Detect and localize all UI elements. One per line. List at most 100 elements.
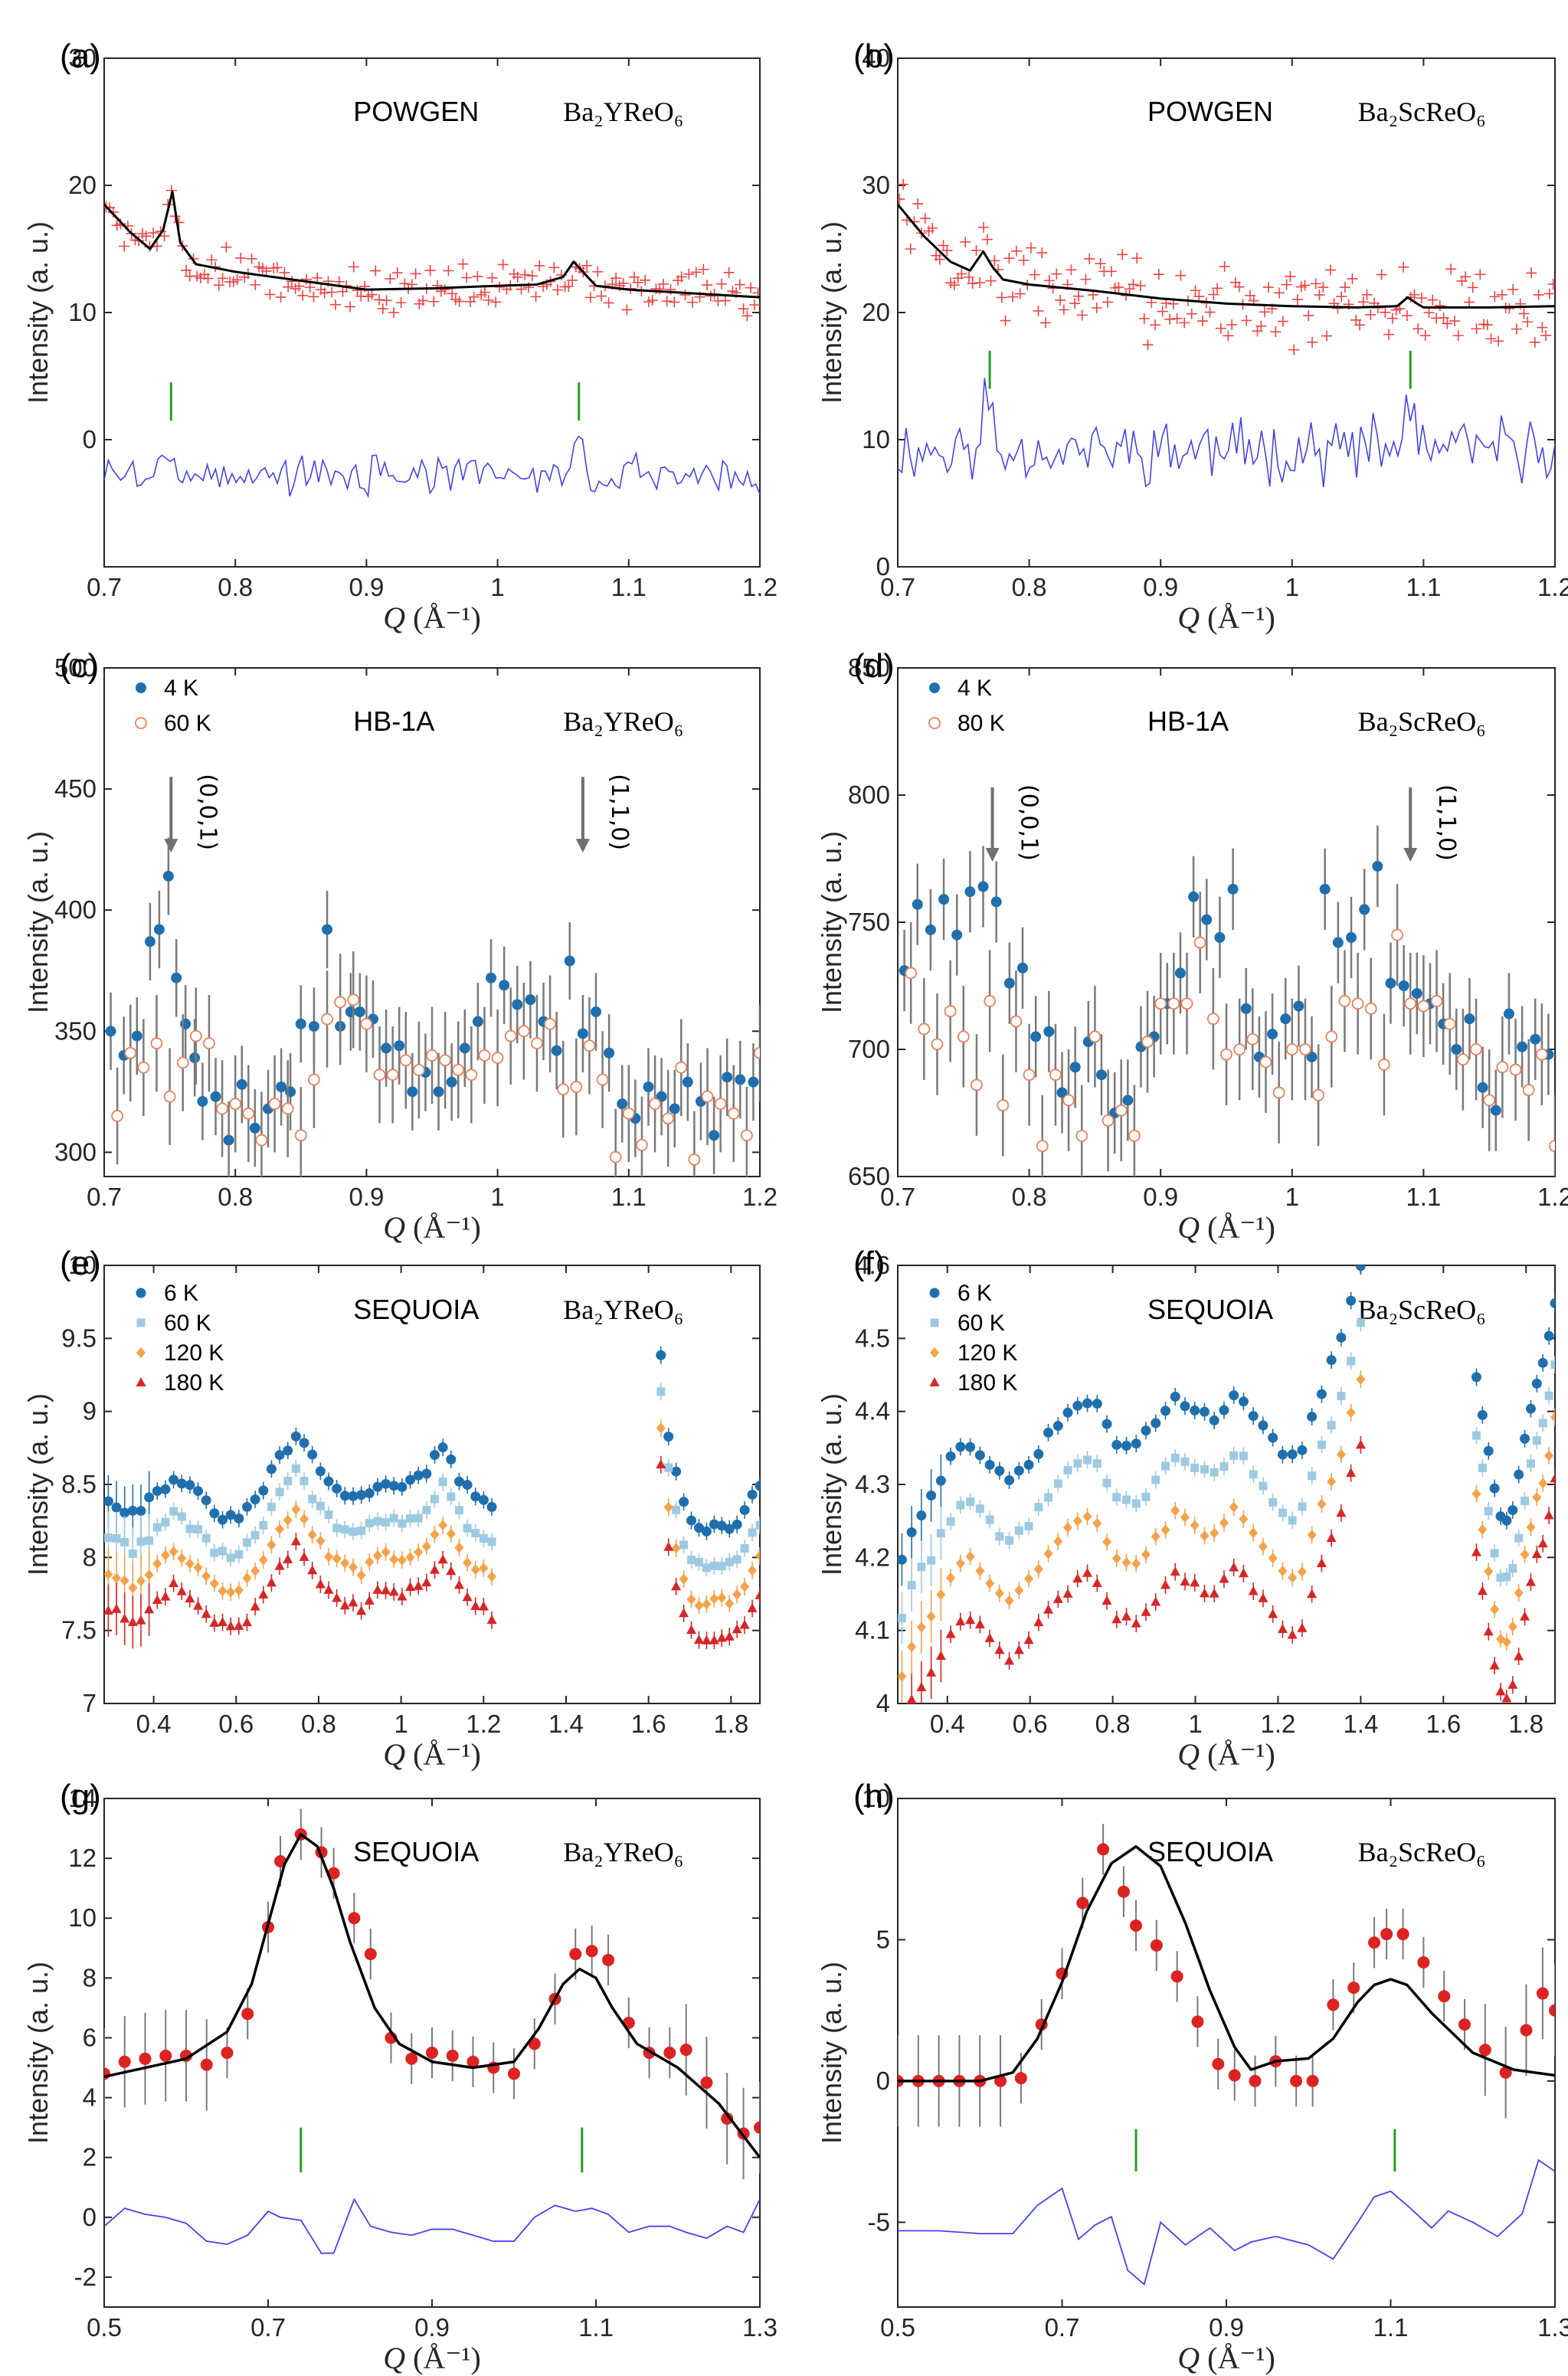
x-tick-label: 1.3 (742, 2313, 777, 2342)
instrument-label: SEQUOIA (1147, 1836, 1273, 1867)
data-point (1471, 1372, 1481, 1383)
data-point (963, 271, 974, 283)
data-point (497, 259, 509, 270)
data-point (1310, 278, 1321, 290)
data-point (290, 1431, 301, 1442)
data-point (957, 1030, 970, 1043)
y-tick-label: 4 (876, 1689, 890, 1717)
plot-area (104, 1346, 760, 1650)
data-point (1014, 1526, 1023, 1535)
data-point (1043, 275, 1055, 286)
fit-line (898, 203, 1555, 309)
data-point (1268, 1609, 1278, 1618)
data-point (739, 1504, 750, 1515)
legend-entry: 4 K (164, 676, 198, 701)
data-point (437, 1554, 448, 1564)
data-point (364, 1595, 375, 1605)
data-point (339, 1600, 350, 1610)
data-point (1356, 1373, 1366, 1385)
data-point (1297, 1566, 1307, 1578)
data-point (470, 1564, 480, 1576)
data-point (340, 1557, 350, 1569)
data-point (177, 1553, 187, 1564)
data-point (1307, 336, 1318, 348)
y-tick-label: 12 (68, 1844, 97, 1872)
data-point (136, 1576, 146, 1587)
data-point (944, 1005, 957, 1018)
y-tick-label: 9 (83, 1397, 97, 1425)
data-point (1122, 1495, 1131, 1504)
y-tick-label: 750 (848, 908, 890, 936)
data-point (1197, 316, 1209, 327)
data-point (112, 1533, 121, 1543)
data-point (250, 1530, 260, 1540)
data-point (259, 1520, 268, 1530)
data-point (996, 292, 1007, 303)
data-point (1380, 1928, 1393, 1941)
data-point (1272, 1086, 1285, 1099)
data-point (202, 273, 214, 284)
data-point (1277, 316, 1288, 327)
data-point (479, 1533, 488, 1543)
data-point (596, 1073, 609, 1086)
data-point (217, 273, 228, 284)
data-point (364, 1948, 377, 1961)
data-point (732, 1519, 742, 1530)
data-point (1043, 1026, 1055, 1037)
data-point (702, 1563, 711, 1573)
data-point (294, 1129, 307, 1142)
data-point (1463, 296, 1475, 308)
data-point (281, 1102, 294, 1115)
axes-frame (103, 667, 761, 1177)
data-point (487, 1571, 497, 1582)
data-point (1014, 288, 1026, 299)
y-tick-label: 30 (68, 44, 97, 72)
data-point (1023, 1069, 1036, 1082)
data-point (453, 296, 465, 307)
data-point (1066, 264, 1077, 276)
compound-label: Ba₂YReO₆ (563, 1837, 683, 1867)
data-point (1471, 1546, 1481, 1556)
data-point (118, 2055, 131, 2068)
data-point (747, 1489, 758, 1500)
data-point (714, 1098, 727, 1111)
data-point (1434, 300, 1445, 312)
data-point (1150, 319, 1161, 331)
data-point (1538, 1478, 1548, 1489)
data-point (675, 1061, 688, 1074)
data-point (385, 273, 396, 284)
data-point (1385, 977, 1396, 989)
data-point (319, 287, 330, 299)
x-tick-label: 0.9 (1143, 573, 1178, 601)
data-point (1316, 1389, 1327, 1399)
data-point (994, 1645, 1005, 1654)
data-point (1214, 931, 1226, 943)
data-point (1150, 1939, 1163, 1952)
data-point (1049, 1069, 1062, 1082)
data-point (1151, 1418, 1161, 1429)
data-point (324, 1510, 333, 1519)
data-point (213, 280, 224, 291)
data-point (1327, 1476, 1337, 1487)
data-point (128, 1549, 137, 1558)
data-point (682, 1076, 693, 1088)
data-point (679, 290, 691, 301)
data-point (551, 1045, 562, 1056)
data-point (519, 269, 531, 280)
data-point (686, 1625, 697, 1635)
data-point (1525, 1576, 1536, 1586)
data-point (274, 1450, 285, 1461)
data-point (381, 1546, 391, 1558)
data-point (530, 291, 542, 303)
data-point (323, 1476, 334, 1487)
data-point (1396, 1928, 1409, 1941)
y-tick-label: 350 (54, 1016, 97, 1045)
x-axis-label: Q (Å⁻¹) (1177, 601, 1275, 635)
data-point (1391, 928, 1403, 941)
plot-area (104, 1808, 760, 2254)
data-point (1014, 1585, 1024, 1596)
data-point (1336, 1448, 1346, 1460)
x-axis-unit: (Å⁻¹) (1200, 1210, 1275, 1245)
peak-label: (1,1,0) (606, 774, 633, 850)
data-point (628, 271, 640, 283)
